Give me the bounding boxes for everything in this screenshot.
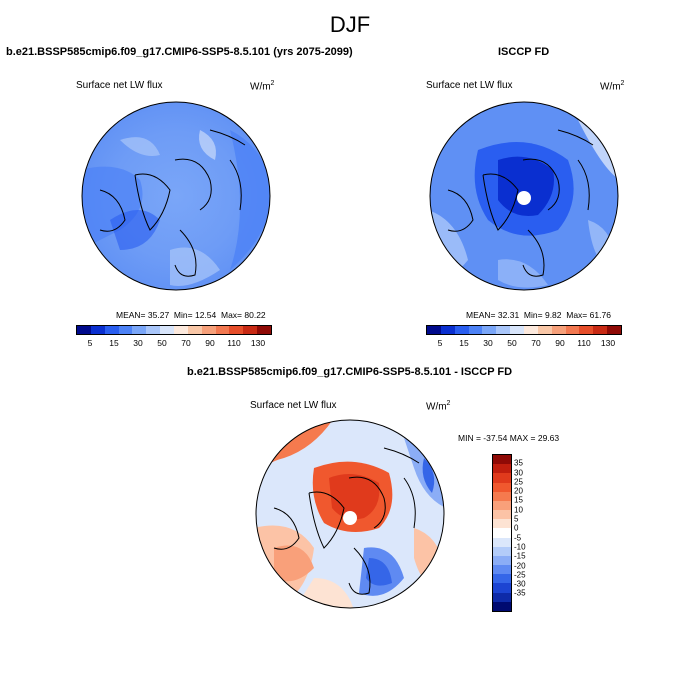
diff-variable-label: Surface net LW flux — [250, 400, 337, 411]
model-colorbar-tick-label: 90 — [205, 338, 215, 348]
obs-colorbar-tick-label: 15 — [459, 338, 469, 348]
diff-colorbar-cell — [493, 528, 511, 538]
obs-colorbar-cell — [607, 326, 622, 334]
model-colorbar-cell — [118, 326, 133, 334]
obs-colorbar-cell — [427, 326, 441, 334]
diff-colorbar-cell — [493, 473, 511, 483]
diff-panel-title: b.e21.BSSP585cmip6.f09_g17.CMIP6-SSP5-8.… — [187, 366, 513, 378]
diff-colorbar-cell — [493, 482, 511, 492]
obs-panel-title: ISCCP FD — [498, 46, 550, 58]
diff-colorbar-cell — [493, 464, 511, 474]
season-title: DJF — [329, 12, 371, 37]
model-colorbar-tick-label: 70 — [181, 338, 191, 348]
diff-colorbar-tick-label: -25 — [514, 570, 526, 580]
model-panel-title: b.e21.BSSP585cmip6.f09_g17.CMIP6-SSP5-8.… — [6, 46, 353, 58]
model-colorbar-cell — [201, 326, 216, 334]
obs-colorbar-tick-label: 110 — [577, 338, 591, 348]
obs-colorbar-tick-label: 30 — [483, 338, 493, 348]
model-colorbar-cell — [90, 326, 105, 334]
obs-stats: MEAN= 32.31 Min= 9.82 Max= 61.76 — [466, 310, 611, 320]
diff-colorbar-tick-label: 20 — [514, 486, 523, 496]
diff-colorbar-cell — [493, 555, 511, 566]
model-colorbar-tick-label: 110 — [227, 338, 241, 348]
diff-colorbar-cell — [493, 565, 511, 575]
diff-colorbar — [492, 454, 512, 612]
diff-colorbar-cell — [493, 491, 511, 501]
diff-colorbar-cell — [493, 537, 511, 547]
diff-colorbar-tick-label: -20 — [514, 561, 526, 571]
obs-colorbar-ticks: 5 15 30 50 70 90 110 130 — [426, 338, 622, 350]
diff-colorbar-tick-label: 30 — [514, 468, 523, 478]
model-colorbar — [76, 325, 272, 335]
diff-colorbar-cell — [493, 510, 511, 520]
obs-colorbar-tick-label: 70 — [531, 338, 541, 348]
obs-colorbar-tick-label: 90 — [555, 338, 565, 348]
model-colorbar-cell — [160, 326, 175, 334]
obs-colorbar-tick-label: 5 — [437, 338, 443, 348]
model-colorbar-cell — [243, 326, 258, 334]
model-colorbar-cell — [132, 326, 147, 334]
obs-colorbar-cell — [468, 326, 483, 334]
model-colorbar-cell — [215, 326, 230, 334]
diff-colorbar-cell — [493, 601, 511, 611]
diff-units-label: W/m2 — [426, 400, 451, 413]
diff-colorbar-tick-label: -5 — [514, 533, 522, 543]
model-colorbar-cell — [257, 326, 272, 334]
obs-colorbar-cell — [496, 326, 511, 334]
model-colorbar-cell — [146, 326, 161, 334]
model-colorbar-cell — [104, 326, 119, 334]
diff-colorbar-cell — [493, 574, 511, 584]
diff-colorbar-cell — [493, 455, 511, 465]
diff-colorbar-ticks: 35 30 25 20 15 10 5 0 -5 -10 -15 -20 -25 -30 -35 — [514, 454, 544, 612]
diff-polar-map — [255, 419, 445, 609]
obs-colorbar-tick-label: 50 — [507, 338, 517, 348]
diff-colorbar-tick-label: 10 — [514, 505, 523, 515]
obs-colorbar-cell — [593, 326, 608, 334]
obs-colorbar-cell — [510, 326, 525, 334]
obs-colorbar-cell — [565, 326, 580, 334]
model-colorbar-ticks: 5 15 30 50 70 90 110 130 — [76, 338, 272, 350]
diff-colorbar-tick-label: 0 — [514, 523, 519, 533]
obs-colorbar-cell — [579, 326, 594, 334]
diff-colorbar-cell — [493, 519, 511, 529]
model-stats: MEAN= 35.27 Min= 12.54 Max= 80.22 — [116, 310, 266, 320]
obs-colorbar-cell — [537, 326, 552, 334]
model-colorbar-cell — [174, 326, 188, 334]
diff-colorbar-tick-label: -10 — [514, 542, 526, 552]
model-polar-map — [81, 101, 271, 291]
model-colorbar-cell — [77, 326, 91, 334]
model-colorbar-tick-label: 50 — [157, 338, 167, 348]
diff-colorbar-tick-label: 5 — [514, 514, 519, 524]
obs-colorbar-cell — [551, 326, 566, 334]
obs-colorbar-cell — [482, 326, 497, 334]
diff-colorbar-cell — [493, 592, 511, 602]
obs-colorbar-cell — [440, 326, 455, 334]
model-colorbar-tick-label: 30 — [133, 338, 143, 348]
obs-variable-label: Surface net LW flux — [426, 80, 513, 91]
obs-colorbar-tick-label: 130 — [600, 338, 616, 348]
obs-colorbar-cell — [524, 326, 538, 334]
diff-colorbar-cell — [493, 500, 511, 511]
diff-colorbar-tick-label: -30 — [514, 579, 526, 589]
model-colorbar-tick-label: 5 — [87, 338, 93, 348]
diff-colorbar-tick-label: 15 — [514, 495, 523, 505]
diff-colorbar-cell — [493, 583, 511, 593]
diff-colorbar-tick-label: -35 — [514, 588, 526, 598]
obs-colorbar — [426, 325, 622, 335]
model-colorbar-tick-label: 130 — [250, 338, 266, 348]
model-variable-label: Surface net LW flux — [76, 80, 163, 91]
obs-colorbar-cell — [454, 326, 469, 334]
diff-colorbar-tick-label: -15 — [514, 551, 526, 561]
model-units-label: W/m2 — [250, 80, 275, 93]
obs-units-label: W/m2 — [600, 80, 625, 93]
model-colorbar-cell — [229, 326, 244, 334]
diff-colorbar-tick-label: 35 — [514, 458, 523, 468]
obs-polar-map — [429, 101, 619, 291]
model-colorbar-cell — [187, 326, 202, 334]
model-colorbar-tick-label: 15 — [109, 338, 119, 348]
diff-colorbar-tick-label: 25 — [514, 477, 523, 487]
diff-colorbar-cell — [493, 546, 511, 556]
diff-minmax: MIN = -37.54 MAX = 29.63 — [458, 433, 560, 443]
